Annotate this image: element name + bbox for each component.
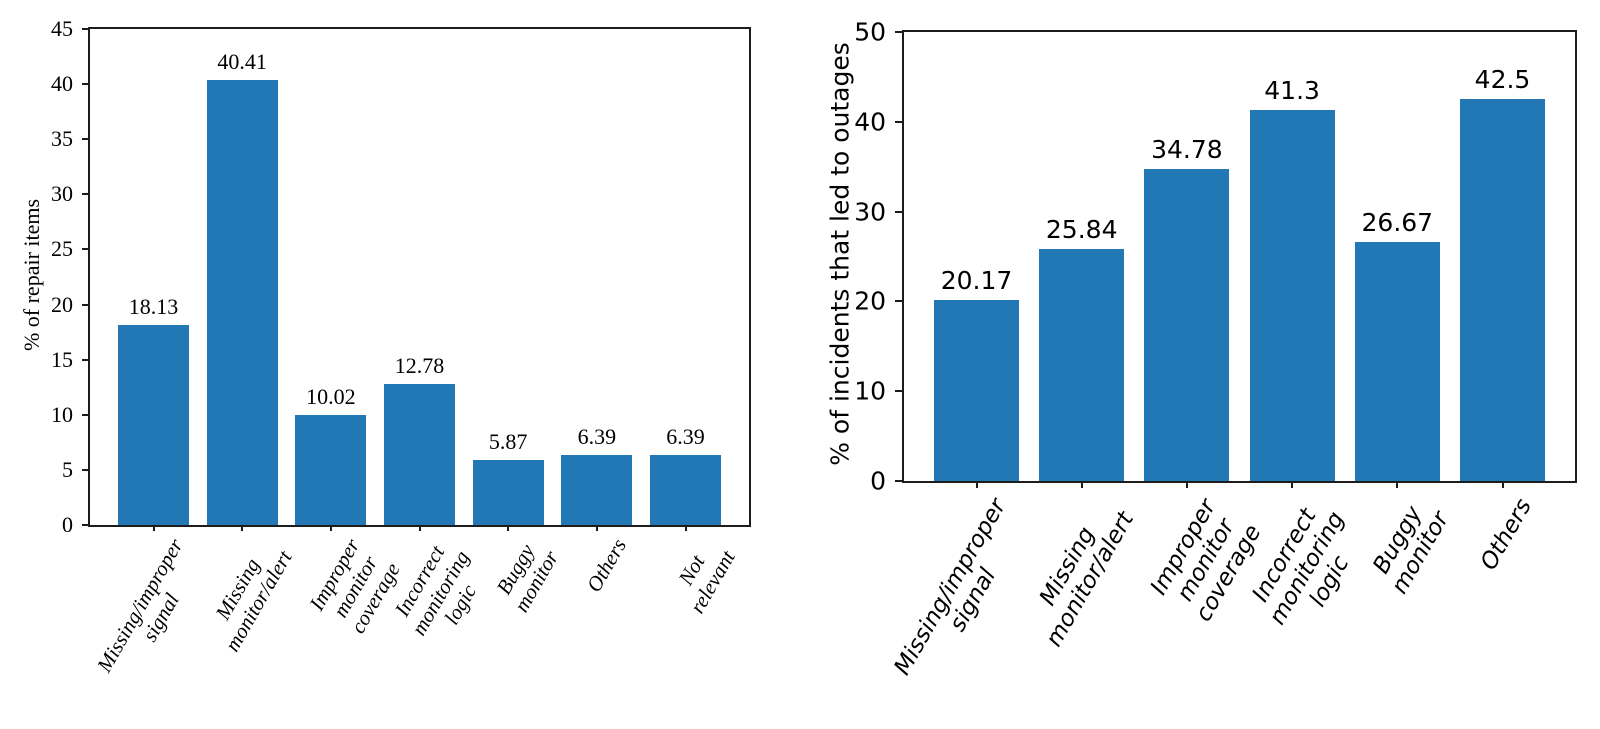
y-tick-label: 50 [854,17,886,47]
y-tick-label: 5 [62,456,73,482]
x-tick-mark [1396,481,1399,488]
x-tick-mark [1501,481,1504,488]
x-tick-mark [507,525,510,531]
bar [118,325,189,525]
bar [1460,99,1545,481]
y-tick-mark [895,480,902,482]
y-tick-label: 10 [854,376,886,406]
x-category-label: Missing monitor/alert [210,546,297,656]
y-tick-mark [82,303,88,306]
x-category-label: Improper monitor coverage [304,534,406,638]
bar-value-label: 18.13 [128,294,179,320]
bar [1354,241,1440,481]
bar [934,299,1019,481]
y-tick-label: 30 [854,197,886,227]
y-tick-label: 45 [51,16,73,41]
y-tick-label: 0 [62,512,73,537]
bar [1039,248,1125,481]
bar [1249,110,1335,481]
y-tick-mark [895,210,902,213]
y-tick-label: 40 [854,107,886,137]
y-tick-mark [895,31,902,33]
y-tick-mark [895,120,902,123]
x-category-label: Incorrect monitoring logic [389,541,482,640]
bar-value-label: 20.17 [940,265,1013,295]
bar-value-label: 34.78 [1151,134,1223,164]
x-tick-mark [1185,481,1188,488]
y-axis-label: % of repair items [19,198,44,352]
y-tick-mark [82,358,88,361]
bar-value-label: 6.39 [577,423,617,449]
x-tick-mark [595,525,598,531]
bar [650,454,721,525]
x-category-label: Incorrect monitoring logic [1247,504,1354,630]
y-tick-label: 20 [854,286,886,316]
bar-value-label: 41.3 [1264,76,1320,106]
bar [561,454,633,525]
bar-value-label: 26.67 [1361,207,1434,237]
y-tick-mark [895,300,902,303]
bar-value-label: 10.02 [306,383,356,409]
x-tick-mark [684,525,687,531]
x-category-label: Others [581,534,631,597]
x-tick-mark [975,481,978,488]
repair-items-chart: % of repair items 0 5 10 15 20 25 30 35 40 45 18.1… [0,0,780,729]
x-tick-mark [329,525,332,531]
incidents-outages-chart: % of incidents that led to outages 0 10 20… [780,0,1600,729]
x-category-label: Missing monitor/alert [1034,507,1139,652]
bar [206,79,278,525]
x-tick-mark [1291,481,1294,488]
x-category-label: Buggy monitor [1368,501,1455,599]
bar-value-label: 5.87 [488,429,528,455]
bar-value-label: 6.39 [666,423,705,449]
plot-area: 0 10 20 30 40 50 20.17 Missing/improper signal 2… [854,18,1577,680]
bar-value-label: 42.5 [1474,65,1531,95]
bar-value-label: 40.41 [217,48,267,74]
y-tick-label: 40 [51,71,73,97]
x-tick-mark [1080,481,1083,488]
x-category-label: Not relevant [674,546,740,618]
bar-value-label: 25.84 [1045,214,1118,244]
x-category-label: Buggy monitor [491,540,563,616]
y-tick-label: 15 [51,346,73,372]
bar [1144,168,1230,481]
y-tick-mark [82,468,88,471]
y-tick-label: 0 [870,466,886,496]
bar [472,460,544,525]
y-tick-mark [82,83,88,86]
y-tick-mark [82,28,88,30]
y-tick-mark [82,138,88,141]
plot-area: 0 5 10 15 20 25 30 35 40 45 18.13 Missing/improper … [51,16,751,676]
bar [384,384,455,525]
y-axis-label: % of incidents that led to outages [825,42,855,466]
x-category-label: Others [1475,494,1538,575]
y-tick-mark [82,413,88,416]
x-tick-mark [418,525,421,531]
y-tick-mark [895,390,902,393]
x-category-label: Missing/improper signal [91,534,188,677]
y-tick-label: 25 [51,236,73,262]
y-tick-label: 20 [51,291,73,317]
bar-value-label: 12.78 [394,353,445,379]
y-tick-label: 30 [51,181,73,207]
x-tick-mark [241,525,244,531]
bar [295,414,367,525]
y-tick-mark [82,524,88,526]
y-tick-mark [82,248,88,251]
y-tick-mark [82,193,88,196]
y-tick-label: 35 [51,126,73,152]
y-tick-label: 10 [51,401,73,427]
x-tick-mark [152,525,155,531]
x-category-label: Missing/improper signal [889,494,1012,680]
